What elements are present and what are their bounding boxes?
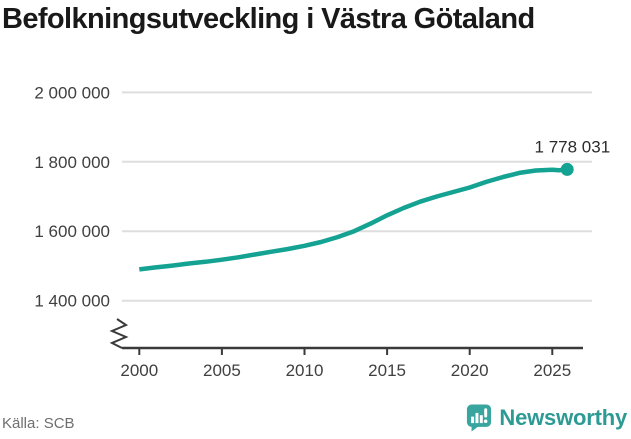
axis-break-icon: [109, 318, 129, 349]
y-axis-label: 1 400 000: [34, 292, 110, 311]
chart-title: Befolkningsutveckling i Västra Götaland: [2, 3, 535, 35]
y-axis-label: 2 000 000: [34, 83, 110, 102]
last-value-label: 1 778 031: [535, 137, 611, 156]
x-axis-label: 2000: [120, 361, 158, 380]
newsworthy-chart-bubble-icon: [467, 404, 492, 432]
x-axis-label: 2020: [451, 361, 489, 380]
x-axis-label: 2015: [368, 361, 406, 380]
population-line: [139, 167, 568, 272]
x-axis-label: 2025: [533, 361, 571, 380]
x-axis-label: 2010: [286, 361, 324, 380]
last-point-dot: [560, 162, 574, 176]
x-axis-label: 2005: [203, 361, 241, 380]
newsworthy-logo[interactable]: Newsworthy: [466, 403, 627, 433]
y-axis-label: 1 600 000: [34, 222, 110, 241]
newsworthy-wordmark: Newsworthy: [499, 405, 627, 430]
y-axis-label: 1 800 000: [34, 153, 110, 172]
chart-svg: 1 400 000 1 600 000 1 800 000 2 000 000 2000…: [34, 83, 611, 380]
source-note: Källa: SCB: [2, 415, 75, 432]
